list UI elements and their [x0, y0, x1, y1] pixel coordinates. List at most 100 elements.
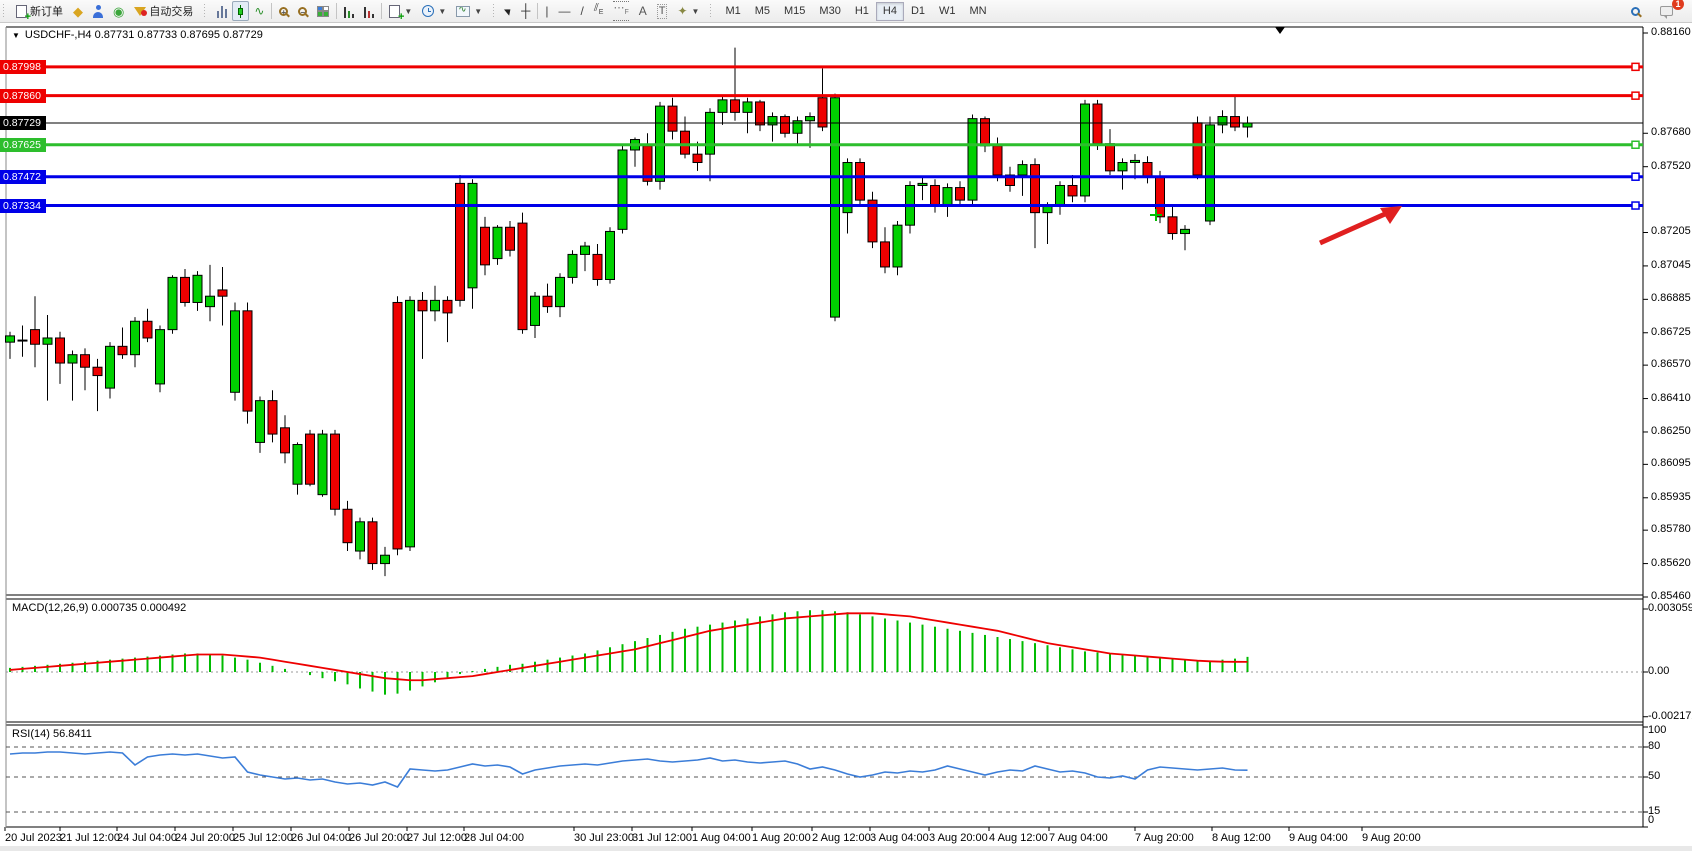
candle [1080, 103, 1090, 197]
annotation-arrow-head[interactable] [1380, 206, 1402, 224]
timeframe-button-m5[interactable]: M5 [754, 5, 771, 17]
candle [555, 276, 565, 308]
channel-tool-button[interactable]: ⫽E [589, 1, 609, 21]
hline-handle [1631, 62, 1640, 72]
search-button[interactable] [1626, 1, 1645, 21]
candle [530, 295, 540, 326]
chat-icon [1660, 6, 1673, 19]
candle [880, 241, 890, 268]
candle [892, 224, 903, 268]
zoom-in-button[interactable]: + [274, 1, 293, 21]
arrange-up-button[interactable] [339, 1, 359, 21]
annotation-arrow-shaft[interactable] [1318, 207, 1396, 246]
timeframe-button-h4[interactable]: H4 [875, 1, 904, 21]
rsi-axis-label: 100 [1648, 724, 1667, 736]
macd-indicator-label: MACD(12,26,9) 0.000735 0.000492 [12, 602, 187, 614]
candle [55, 337, 65, 364]
candle [605, 230, 615, 280]
hline-price-badge: 0.87998 [0, 59, 46, 74]
text-tool-button[interactable]: A [634, 1, 652, 21]
hline-price-badge: 0.87472 [0, 169, 46, 184]
candle [1217, 116, 1228, 126]
autotrading-button[interactable]: 自动交易 [129, 1, 198, 21]
horizontal-line-tool-button[interactable]: — [554, 1, 576, 21]
candle [580, 245, 590, 255]
candle [17, 339, 28, 342]
trendline-tool-button[interactable]: / [576, 1, 589, 21]
time-axis-label: 9 Aug 04:00 [1289, 832, 1348, 844]
arrows-tool-button[interactable]: ✦ ▼ [677, 3, 700, 18]
timeframe-button-d1[interactable]: D1 [910, 5, 926, 17]
brush-icon: ◆ [73, 3, 83, 19]
time-axis-label: 7 Aug 20:00 [1135, 832, 1194, 844]
fibonacci-tool-button[interactable]: ⋯F [608, 1, 633, 21]
bar-chart-button[interactable] [212, 1, 232, 21]
time-axis-label: 20 Jul 2023 [5, 832, 62, 844]
signals-button[interactable]: ◉ [108, 1, 129, 21]
candle [1067, 184, 1078, 197]
toolbar-drag-handle[interactable] [2, 3, 6, 19]
candle [117, 345, 128, 356]
toolbar: + 新订单 ◆ ◉ 自动交易 [0, 0, 1692, 23]
tile-windows-button[interactable] [312, 1, 334, 21]
community-button[interactable] [88, 1, 108, 21]
indicators-button[interactable]: ▼ [451, 1, 487, 21]
candlestick-chart-icon [237, 4, 244, 18]
price-tick-label: 0.86250 [1651, 424, 1691, 437]
macd-axis-label: 0.003059 [1648, 602, 1692, 614]
candle [930, 184, 940, 207]
timeframe-button-h1[interactable]: H1 [854, 5, 869, 17]
candle [180, 276, 190, 303]
crosshair-tool-button[interactable]: ┼ [516, 1, 535, 21]
candle [255, 400, 265, 443]
candle [617, 149, 628, 230]
candle [67, 354, 78, 364]
vertical-line-tool-button[interactable]: | [540, 1, 553, 21]
arrows-icon: ✦ [677, 3, 688, 18]
rsi-line [9, 751, 1248, 788]
hline-handle [1631, 172, 1640, 181]
candle [430, 299, 440, 312]
candle [1230, 116, 1240, 128]
periods-button[interactable]: ▼ [417, 1, 451, 21]
candle [1117, 162, 1128, 172]
chat-button[interactable]: 1 [1655, 0, 1684, 21]
candle [80, 354, 90, 368]
timeframe-button-m15[interactable]: M15 [784, 5, 806, 17]
cursor-tool-button[interactable] [501, 1, 516, 21]
new-order-button[interactable]: + 新订单 [11, 1, 68, 22]
price-tick-label: 0.87205 [1651, 225, 1691, 238]
time-axis-label: 31 Jul 12:00 [632, 832, 692, 844]
candle [455, 182, 465, 301]
current-price-badge: 0.87729 [0, 116, 46, 131]
arrange-down-button[interactable] [359, 1, 379, 21]
candle [405, 299, 415, 548]
search-icon [1631, 6, 1640, 16]
candle [567, 253, 578, 278]
brush-button[interactable]: ◆ [68, 1, 88, 21]
text-label-tool-button[interactable]: T [652, 1, 673, 21]
new-chart-button[interactable]: + ▼ [384, 1, 417, 22]
timeframe-button-w1[interactable]: W1 [939, 5, 956, 17]
price-tick-label: 0.85780 [1651, 523, 1691, 536]
candle [392, 301, 403, 550]
chart-symbol-header[interactable]: ▼ USDCHF-,H4 0.87731 0.87733 0.87695 0.87… [12, 29, 263, 41]
price-tick-label: 0.85460 [1651, 590, 1691, 602]
time-axis-label: 3 Aug 20:00 [929, 832, 988, 844]
candle [1005, 174, 1015, 186]
timeframe-button-m30[interactable]: M30 [819, 5, 841, 17]
time-axis-label: 26 Jul 04:00 [291, 832, 351, 844]
chart-header-collapse-icon[interactable]: ▼ [12, 31, 20, 40]
candle [217, 289, 228, 297]
candle [1205, 124, 1215, 222]
timeframe-button-mn[interactable]: MN [969, 5, 987, 17]
time-axis-label: 9 Aug 20:00 [1362, 832, 1421, 844]
timeframe-button-m1[interactable]: M1 [725, 5, 741, 17]
candlestick-chart-button[interactable] [232, 1, 250, 21]
zoom-out-button[interactable]: − [293, 1, 312, 21]
candle [442, 299, 453, 314]
toolbar-group-separator-3 [709, 3, 714, 19]
line-chart-button[interactable]: ∿ [249, 1, 269, 21]
indicators-icon [456, 5, 471, 17]
